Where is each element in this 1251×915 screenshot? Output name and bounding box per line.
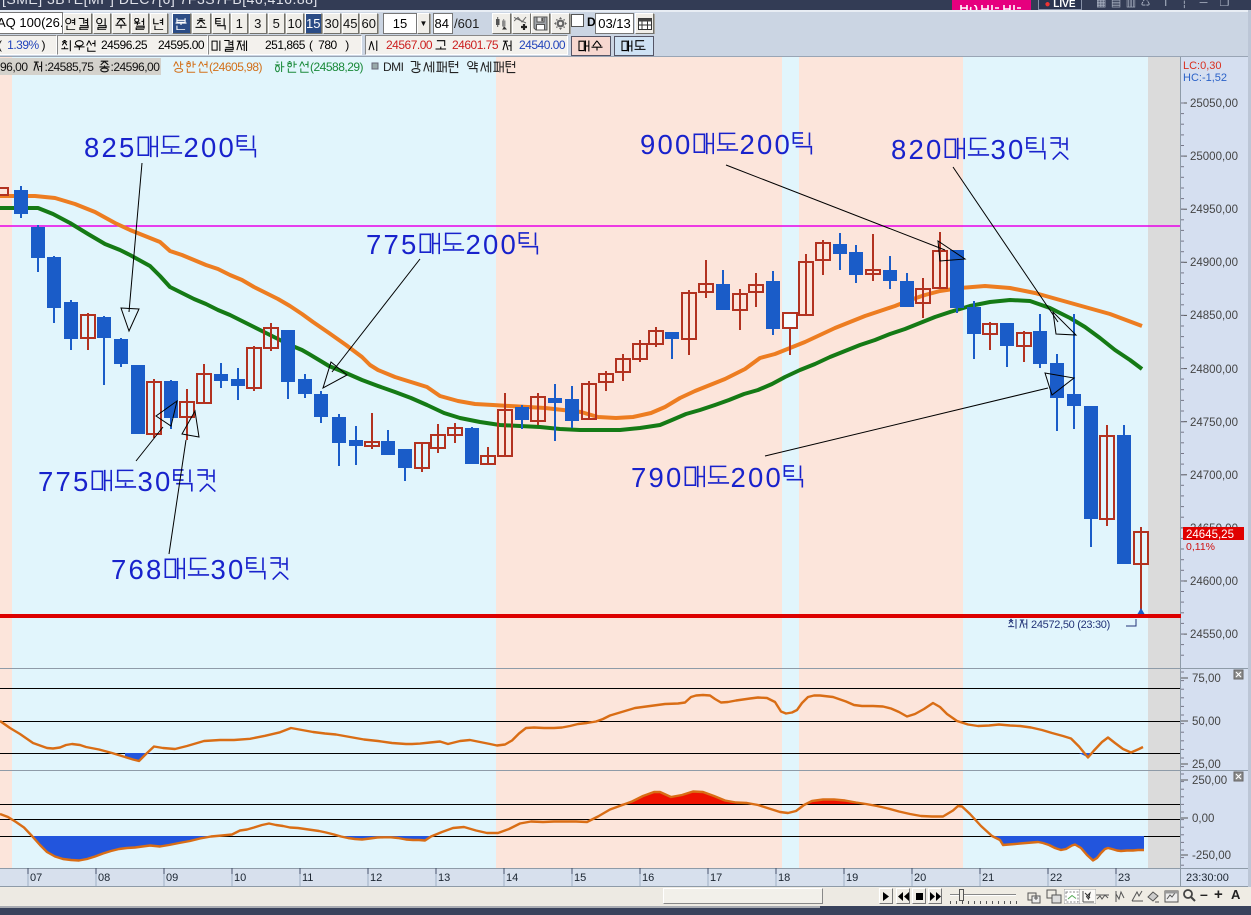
svg-text:14: 14 [506, 872, 518, 884]
svg-text:09: 09 [166, 872, 178, 884]
svg-text::24596,00: :24596,00 [111, 60, 161, 74]
svg-text:(24588,29): (24588,29) [310, 60, 364, 74]
svg-text:24700,00: 24700,00 [1190, 470, 1238, 482]
svg-text:10: 10 [234, 872, 246, 884]
svg-text:900: 900 [640, 129, 692, 160]
svg-text:250,00: 250,00 [1192, 775, 1227, 787]
svg-text:24750,00: 24750,00 [1190, 417, 1238, 429]
svg-text:17: 17 [710, 872, 722, 884]
svg-text:768: 768 [111, 554, 163, 585]
svg-text:16: 16 [642, 872, 654, 884]
svg-text:13: 13 [438, 872, 450, 884]
svg-text:LC:0,30: LC:0,30 [1183, 60, 1222, 72]
svg-text:30: 30 [138, 466, 173, 497]
svg-text:25050,00: 25050,00 [1190, 98, 1238, 110]
svg-text:825: 825 [84, 132, 136, 163]
svg-text:21: 21 [982, 872, 994, 884]
svg-text:15: 15 [574, 872, 586, 884]
svg-text:96,00: 96,00 [0, 60, 28, 74]
svg-text:22: 22 [1050, 872, 1062, 884]
svg-text:30: 30 [211, 554, 246, 585]
svg-text:24550,00: 24550,00 [1190, 629, 1238, 641]
svg-text:DMI: DMI [383, 60, 404, 74]
svg-text:200: 200 [184, 132, 236, 163]
svg-text:24600,00: 24600,00 [1190, 576, 1238, 588]
svg-text:50,00: 50,00 [1192, 716, 1221, 728]
svg-text:24645,25: 24645,25 [1186, 529, 1234, 541]
svg-text:820: 820 [891, 134, 943, 165]
svg-text:775: 775 [38, 466, 90, 497]
svg-text:24950,00: 24950,00 [1190, 204, 1238, 216]
svg-text:19: 19 [846, 872, 858, 884]
svg-text:30: 30 [991, 134, 1026, 165]
svg-text:18: 18 [778, 872, 790, 884]
svg-text:25,00: 25,00 [1192, 759, 1221, 771]
svg-text:24800,00: 24800,00 [1190, 364, 1238, 376]
svg-text:200: 200 [466, 229, 518, 260]
svg-text:200: 200 [731, 462, 783, 493]
svg-text:0,11%: 0,11% [1186, 541, 1215, 553]
svg-text:07: 07 [30, 872, 42, 884]
svg-text:20: 20 [914, 872, 926, 884]
svg-text:200: 200 [740, 129, 792, 160]
svg-text:HC:-1,52: HC:-1,52 [1183, 72, 1227, 84]
svg-text:24572,50 (23:30): 24572,50 (23:30) [1031, 619, 1110, 631]
svg-text:75,00: 75,00 [1192, 673, 1221, 685]
svg-text:0,00: 0,00 [1192, 813, 1214, 825]
svg-text:12: 12 [370, 872, 382, 884]
svg-text:(24605,98): (24605,98) [209, 60, 263, 74]
svg-text:08: 08 [98, 872, 110, 884]
svg-text:24850,00: 24850,00 [1190, 310, 1238, 322]
svg-text:11: 11 [302, 872, 313, 884]
svg-text:23:30:00: 23:30:00 [1186, 872, 1229, 884]
svg-text:-250,00: -250,00 [1192, 850, 1231, 862]
svg-text::24585,75: :24585,75 [45, 60, 95, 74]
svg-text:23: 23 [1118, 872, 1130, 884]
svg-text:775: 775 [366, 229, 418, 260]
svg-text:25000,00: 25000,00 [1190, 151, 1238, 163]
svg-text:790: 790 [631, 462, 683, 493]
svg-text:24900,00: 24900,00 [1190, 257, 1238, 269]
